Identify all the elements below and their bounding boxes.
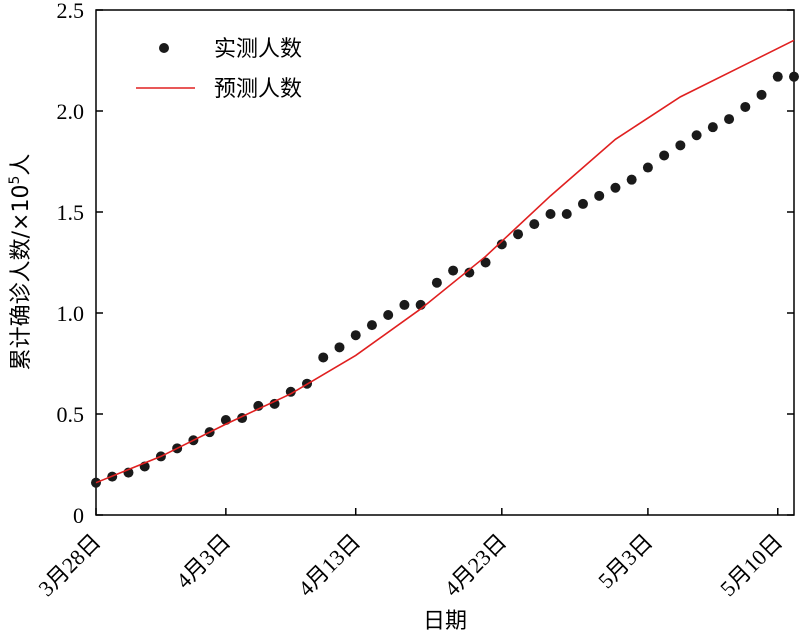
- data-point-measured: [594, 190, 605, 201]
- x-tick-label: 4月3日: [171, 529, 235, 593]
- y-tick-label: 2.5: [57, 0, 85, 23]
- x-tick-label: 4月13日: [293, 529, 365, 601]
- data-point-measured: [756, 89, 767, 100]
- plot-frame: [95, 9, 795, 516]
- data-point-measured: [383, 310, 394, 321]
- y-tick-label: 2.0: [57, 99, 85, 124]
- data-point-measured: [545, 209, 556, 220]
- data-point-measured: [480, 257, 491, 268]
- y-tick-label: 0: [73, 503, 84, 528]
- data-point-measured: [448, 265, 459, 276]
- data-point-measured: [431, 277, 442, 288]
- data-point-measured: [789, 71, 799, 82]
- data-point-measured: [626, 174, 637, 185]
- y-tick-label: 1.5: [57, 200, 85, 225]
- x-axis: 3月28日 4月3日 4月13日 4月23日 5月3日 5月10日: [33, 508, 787, 601]
- legend-marker-measured: [159, 43, 169, 53]
- data-point-measured: [707, 122, 718, 133]
- series-layer: [91, 39, 799, 488]
- x-tick-label: 3月28日: [33, 529, 105, 601]
- data-point-measured: [496, 239, 507, 250]
- data-point-measured: [675, 140, 686, 151]
- data-point-measured: [464, 267, 475, 278]
- data-point-measured: [513, 229, 524, 240]
- data-point-measured: [724, 114, 735, 125]
- y-tick-label: 1.0: [57, 301, 85, 326]
- series-line-predicted: [95, 39, 795, 484]
- y-axis: 0 0.5 1.0 1.5 2.0 2.5: [57, 0, 794, 528]
- legend-label-measured: 实测人数: [214, 37, 302, 62]
- data-point-measured: [772, 71, 783, 82]
- data-point-measured: [350, 330, 361, 341]
- x-axis-label: 日期: [423, 609, 467, 634]
- data-point-measured: [659, 150, 670, 161]
- y-axis-label: 累计确诊人数/×105人: [7, 154, 34, 371]
- data-point-measured: [740, 101, 751, 112]
- data-point-measured: [529, 219, 540, 230]
- x-tick-label: 4月23日: [439, 529, 511, 601]
- data-point-measured: [366, 320, 377, 331]
- y-tick-label: 0.5: [57, 402, 85, 427]
- legend: 实测人数 预测人数: [136, 37, 302, 102]
- legend-label-predicted: 预测人数: [214, 77, 302, 102]
- data-point-measured: [642, 162, 653, 173]
- x-tick-label: 5月10日: [715, 529, 787, 601]
- data-point-measured: [577, 198, 588, 209]
- data-point-measured: [610, 182, 621, 193]
- x-tick-label: 5月3日: [593, 529, 657, 593]
- data-point-measured: [269, 398, 280, 409]
- data-point-measured: [399, 299, 410, 310]
- data-point-measured: [561, 209, 572, 220]
- data-point-measured: [691, 130, 702, 141]
- data-point-measured: [334, 342, 345, 353]
- data-point-measured: [318, 352, 329, 363]
